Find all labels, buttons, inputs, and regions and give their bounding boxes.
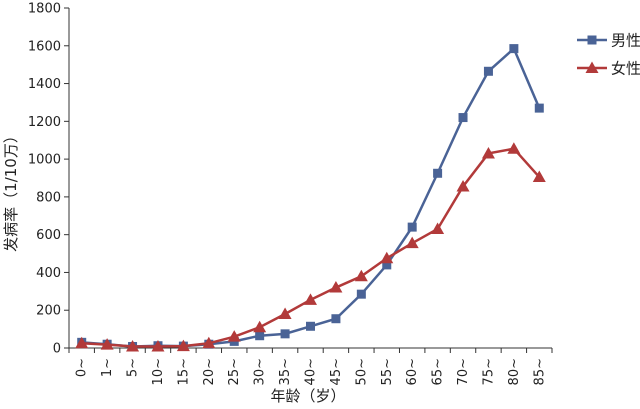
x-tick-label: 10~ bbox=[151, 358, 166, 385]
x-tick-label: 45~ bbox=[329, 358, 344, 385]
data-point bbox=[456, 180, 470, 192]
y-tick-label: 1000 bbox=[28, 153, 61, 168]
y-axis: 0 200 400 600 800 1000 1200 1400 1600 1800 bbox=[28, 2, 70, 357]
data-point bbox=[405, 236, 419, 249]
data-point bbox=[331, 314, 341, 324]
x-tick-label: 65~ bbox=[431, 358, 446, 385]
data-point bbox=[202, 336, 216, 349]
y-tick-label: 400 bbox=[36, 266, 61, 281]
x-tick-label: 35~ bbox=[278, 358, 293, 385]
data-point bbox=[458, 113, 468, 123]
y-tick-label: 600 bbox=[36, 228, 61, 243]
data-point bbox=[126, 339, 140, 352]
x-tick-label: 30~ bbox=[253, 358, 268, 385]
data-point bbox=[481, 146, 495, 159]
x-tick-label: 70~ bbox=[456, 358, 471, 385]
legend-square-marker bbox=[587, 35, 597, 45]
data-point bbox=[227, 330, 241, 342]
data-point bbox=[255, 331, 265, 341]
data-point bbox=[354, 269, 368, 282]
data-point bbox=[433, 168, 443, 178]
data-point bbox=[253, 320, 267, 333]
data-point bbox=[532, 170, 546, 183]
y-tick-label: 200 bbox=[36, 304, 61, 319]
y-tick-label: 1600 bbox=[28, 39, 61, 54]
data-point bbox=[329, 281, 343, 293]
y-tick-label: 800 bbox=[36, 190, 61, 205]
x-axis: 0~ 1~ 5~ 10~ 15~ 20~ 25~ 30~ 35~ 40~ 45~ 50~ 55~ 60~ 6… bbox=[68, 347, 553, 385]
data-point bbox=[75, 336, 89, 349]
x-tick-label: 0~ bbox=[75, 358, 90, 377]
y-tick-label: 0 bbox=[53, 342, 61, 357]
y-tick-label: 1200 bbox=[28, 115, 61, 130]
x-tick-label: 25~ bbox=[227, 358, 242, 385]
data-point bbox=[151, 339, 165, 352]
series-line bbox=[81, 147, 541, 348]
data-point bbox=[380, 251, 394, 264]
data-point bbox=[382, 260, 392, 270]
x-tick-label: 5~ bbox=[126, 358, 141, 377]
x-tick-label: 85~ bbox=[532, 358, 547, 385]
data-point bbox=[407, 222, 417, 232]
y-axis-title: 发病率（1/10万） bbox=[2, 128, 20, 252]
x-tick-label: 60~ bbox=[405, 358, 420, 385]
data-point bbox=[280, 329, 290, 339]
series-2 bbox=[75, 142, 546, 352]
legend-triangle-marker bbox=[585, 61, 599, 73]
data-point bbox=[176, 339, 190, 352]
legend-label: 男性 bbox=[611, 32, 640, 50]
legend-label: 女性 bbox=[611, 60, 640, 78]
x-tick-label: 80~ bbox=[507, 358, 522, 385]
x-tick-label: 20~ bbox=[202, 358, 217, 385]
x-tick-label: 40~ bbox=[304, 358, 319, 385]
data-point bbox=[483, 66, 493, 76]
x-tick-label: 1~ bbox=[100, 358, 115, 377]
data-point bbox=[306, 321, 315, 331]
y-tick-label: 1400 bbox=[28, 77, 61, 92]
data-point bbox=[431, 222, 445, 234]
x-tick-label: 50~ bbox=[354, 358, 369, 385]
x-tick-label: 75~ bbox=[481, 358, 496, 385]
legend-item: 男性 bbox=[577, 32, 640, 50]
x-tick-label: 15~ bbox=[176, 358, 191, 385]
data-point bbox=[356, 289, 366, 299]
x-axis-title: 年龄（岁） bbox=[270, 387, 345, 405]
y-tick-label: 1800 bbox=[28, 2, 61, 17]
series-layer bbox=[75, 44, 546, 352]
data-point bbox=[304, 293, 317, 305]
data-point bbox=[509, 44, 519, 54]
legend-item: 女性 bbox=[577, 60, 640, 78]
x-tick-label: 55~ bbox=[380, 358, 395, 385]
data-point bbox=[278, 307, 292, 319]
data-point bbox=[100, 338, 114, 350]
series-1 bbox=[77, 44, 544, 351]
data-point bbox=[534, 103, 544, 113]
data-point bbox=[507, 142, 521, 154]
